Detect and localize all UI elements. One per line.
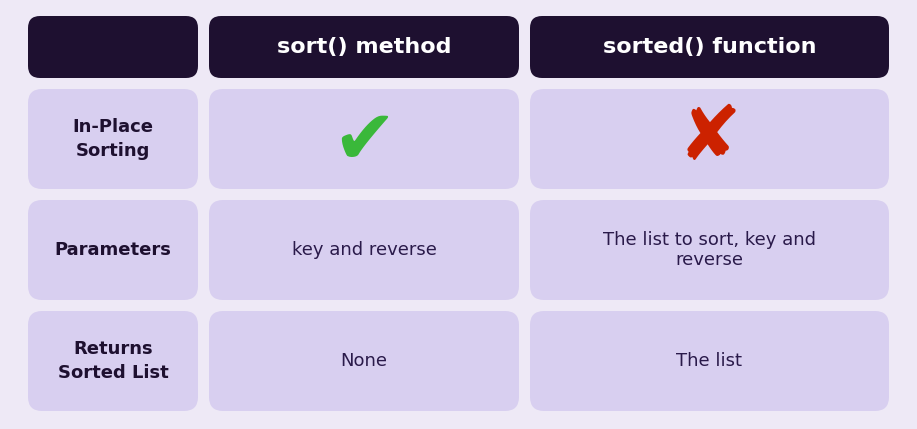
Text: sort() method: sort() method [277,37,451,57]
FancyBboxPatch shape [28,16,198,78]
FancyBboxPatch shape [530,200,889,300]
FancyBboxPatch shape [209,89,519,189]
Text: Parameters: Parameters [55,241,171,259]
FancyBboxPatch shape [530,16,889,78]
Text: The list to sort, key and
reverse: The list to sort, key and reverse [603,231,816,269]
FancyBboxPatch shape [28,89,198,189]
Text: The list: The list [677,352,743,370]
FancyBboxPatch shape [28,200,198,300]
Text: key and reverse: key and reverse [292,241,436,259]
Text: None: None [340,352,388,370]
Text: ✔: ✔ [332,106,396,180]
FancyBboxPatch shape [209,311,519,411]
FancyBboxPatch shape [28,311,198,411]
Text: ✘: ✘ [678,102,742,176]
FancyBboxPatch shape [209,200,519,300]
Text: In-Place
Sorting: In-Place Sorting [72,118,153,160]
FancyBboxPatch shape [530,311,889,411]
Text: sorted() function: sorted() function [602,37,816,57]
FancyBboxPatch shape [209,16,519,78]
FancyBboxPatch shape [530,89,889,189]
Text: Returns
Sorted List: Returns Sorted List [58,340,169,382]
